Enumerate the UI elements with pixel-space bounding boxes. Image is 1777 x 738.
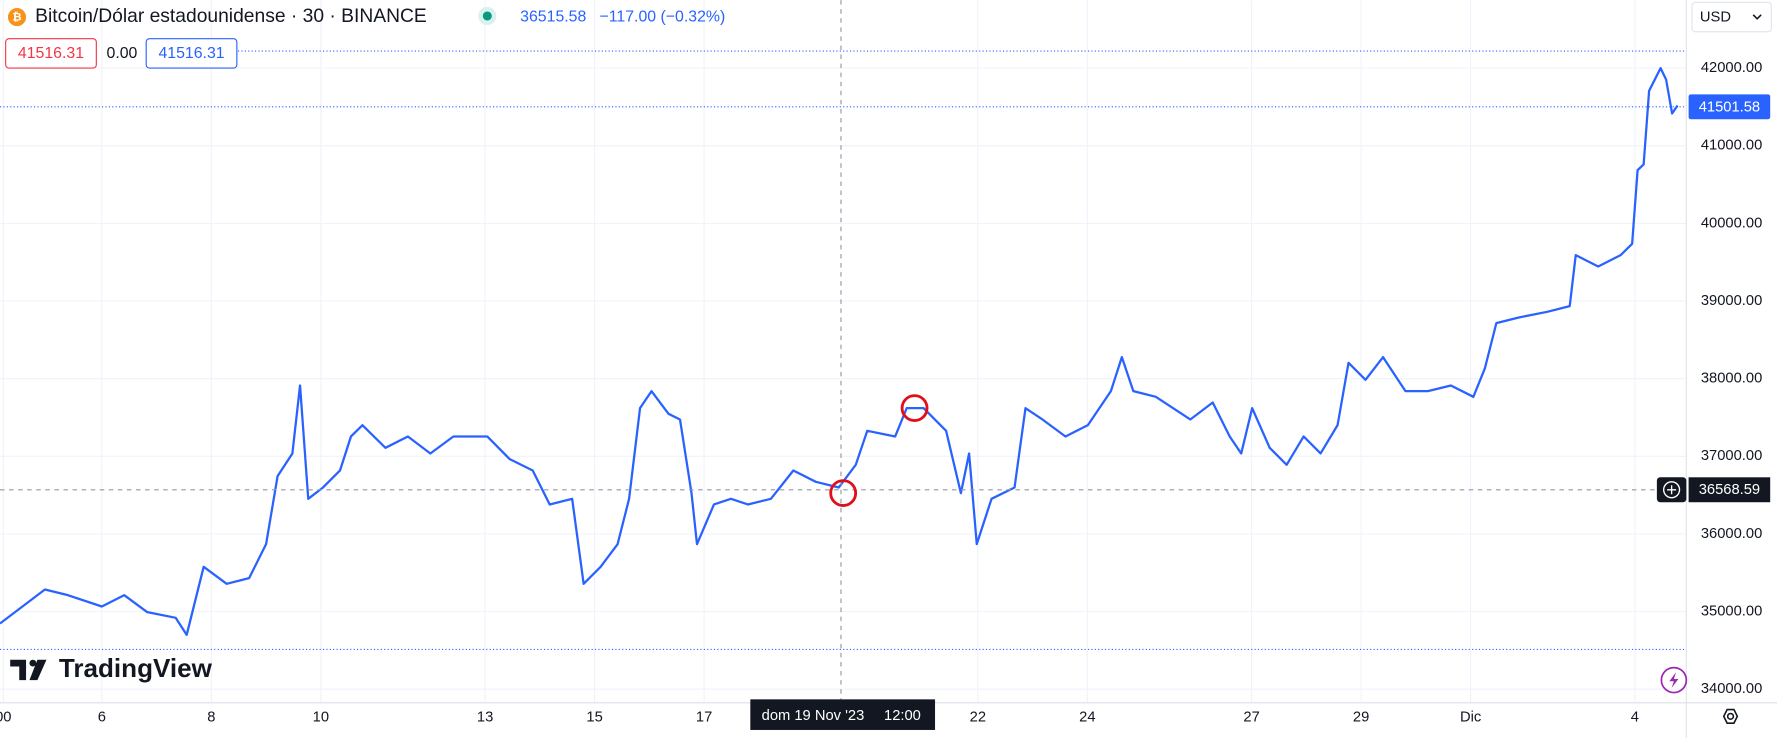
annotation-circle	[829, 479, 858, 507]
crosshair-plus	[1667, 485, 1677, 495]
alert-icon-bolt	[1669, 672, 1679, 689]
settings-center	[1726, 712, 1735, 720]
plot	[0, 0, 1687, 703]
currency-selector[interactable]	[1691, 1, 1772, 33]
last-price-badge	[1688, 94, 1771, 120]
logo-part	[29, 659, 47, 681]
y-tick-label: 40000.00	[1701, 215, 1762, 231]
y-tick-label: 35000.00	[1701, 603, 1762, 619]
currency-label[interactable]: USD	[1700, 10, 1731, 26]
value-close: 41516.31	[158, 45, 224, 62]
x-tick-label: 22	[970, 709, 986, 725]
brand-name: TradingView	[59, 653, 213, 683]
axes: 34000.00 35000.00 36000.00 37000.00 38000.00…	[0, 60, 1771, 730]
crosshair-plus-circle	[1662, 481, 1681, 499]
x-tick-label: 17	[696, 709, 712, 725]
value-box	[5, 38, 97, 69]
market-status	[482, 11, 492, 21]
last-close: 36515.58	[520, 8, 586, 25]
y-tick-label: 36000.00	[1701, 526, 1762, 542]
x-tick-label: 8	[207, 709, 215, 725]
crosshair-price-badge	[1688, 477, 1771, 503]
symbol-title: Bitcoin/Dólar estadounidense · 30 · BINA…	[35, 6, 427, 27]
change: −117.00 (−0.32%)	[600, 8, 726, 25]
last-price-label: 41501.58	[1699, 99, 1760, 115]
crosshair-date-label: dom 19 Nov '23	[762, 708, 865, 724]
crosshair-time-badge	[750, 699, 936, 730]
value-box	[145, 38, 238, 69]
x-tick-label: 15	[586, 709, 602, 725]
y-tick-label: 39000.00	[1701, 293, 1762, 309]
grid	[0, 0, 1687, 703]
x-tick-label: 24	[1079, 709, 1095, 725]
price-line	[0, 66, 1679, 636]
x-tick-label: 6	[98, 709, 106, 725]
y-tick-label: 38000.00	[1701, 371, 1762, 387]
settings-icon[interactable]	[1722, 708, 1739, 724]
logo-part	[29, 659, 37, 667]
annotation-circle	[900, 394, 929, 422]
brand-logo	[10, 659, 47, 681]
x-tick-label: 4	[1631, 709, 1639, 725]
x-tick-label: Dic	[1460, 709, 1481, 725]
y-tick-label: 37000.00	[1701, 448, 1762, 464]
value-diff: 0.00	[107, 45, 138, 62]
crosshair-price-label: 36568.59	[1699, 482, 1760, 498]
settings-hex	[1722, 708, 1739, 724]
y-tick-label: 34000.00	[1701, 681, 1762, 697]
logo-part	[10, 659, 27, 681]
x-tick-label: 13	[477, 709, 493, 725]
y-tick-label: 42000.00	[1701, 60, 1762, 76]
value-open: 41516.31	[18, 45, 84, 62]
coin-symbol: ₿	[12, 12, 21, 24]
dropdown-caret	[1752, 14, 1762, 20]
coin-icon	[7, 8, 27, 27]
x-tick-label: 00	[0, 709, 11, 725]
y-tick-label: 41000.00	[1701, 138, 1762, 154]
alert-icon[interactable]	[1660, 666, 1688, 694]
crosshair-time-label: 12:00	[884, 708, 921, 724]
x-tick-label: 27	[1243, 709, 1259, 725]
x-tick-label: 10	[313, 709, 329, 725]
x-tick-label: 29	[1353, 709, 1369, 725]
